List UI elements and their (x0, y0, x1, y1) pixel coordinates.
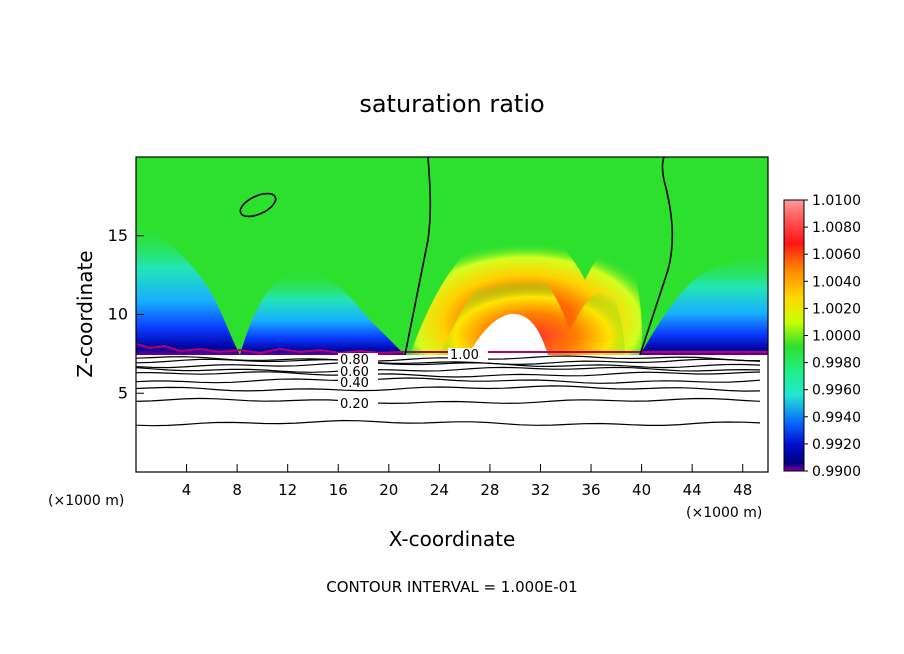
colorbar-label: 0.9920 (812, 437, 861, 453)
white-core (468, 313, 548, 355)
colorbar-label: 0.9960 (812, 383, 861, 399)
colorbar-label: 1.0000 (812, 329, 861, 345)
x-tick-label: 24 (430, 481, 449, 499)
y-tick-label: 15 (108, 226, 128, 245)
x-tick-label: 40 (632, 481, 651, 499)
boundary-line (136, 343, 768, 355)
cool-region-left (136, 220, 240, 355)
colorbar-label: 1.0040 (812, 274, 861, 290)
contour-closed-loop (239, 192, 277, 218)
x-tick-label: 48 (733, 481, 752, 499)
contour-1.00-left (404, 157, 432, 356)
cool-region-right (640, 250, 768, 355)
contour-line (136, 419, 761, 427)
label-bg-100 (448, 348, 488, 360)
x-tick-label: 8 (232, 481, 242, 499)
x-tick-label: 16 (329, 481, 348, 499)
x-axis: 4 8 12 16 20 24 28 32 36 40 44 48 (182, 464, 752, 499)
contour-line (136, 377, 761, 384)
x-tick-label: 20 (379, 481, 398, 499)
colorbar-label: 1.0080 (812, 220, 861, 236)
contour-line (136, 355, 761, 362)
label-bg-080 (338, 353, 378, 364)
label-bg-040 (338, 376, 378, 387)
cool-region-mid (240, 268, 405, 355)
x-tick-label: 4 (182, 481, 192, 499)
x-tick-label: 44 (683, 481, 702, 499)
colorbar-label: 0.9940 (812, 410, 861, 426)
contour-line (136, 397, 761, 405)
x-tick-label: 32 (531, 481, 550, 499)
x-tick-label: 28 (480, 481, 499, 499)
colorbar-label: 0.9980 (812, 356, 861, 372)
label-bg-020 (338, 396, 378, 408)
contour-label-080: 0.80 (340, 353, 369, 368)
y-axis-label: Z-coordinate (73, 250, 97, 377)
colorbar-label: 1.0100 (812, 193, 861, 209)
lower-field (136, 355, 768, 472)
contour-line (136, 371, 761, 378)
x-tick-label: 36 (581, 481, 600, 499)
contour-line (136, 385, 761, 392)
colorbar-labels: 1.0100 1.0080 1.0060 1.0040 1.0020 1.0000 0.99… (804, 193, 861, 480)
y-tick-label: 10 (108, 305, 128, 324)
x-unit-left: (×1000 m) (48, 493, 124, 509)
contour-interval-note: CONTOUR INTERVAL = 1.000E-01 (326, 578, 577, 596)
colorbar (783, 199, 805, 472)
contour-label-020: 0.20 (340, 397, 369, 412)
contour-line (136, 366, 761, 373)
chart-title: saturation ratio (359, 90, 544, 118)
y-tick-label: 5 (118, 383, 128, 402)
label-bg-060 (338, 365, 378, 376)
x-tick-label: 12 (278, 481, 297, 499)
colorbar-label: 1.0020 (812, 301, 861, 317)
contour-label-100: 1.00 (450, 348, 479, 363)
y-axis: 5 10 15 (108, 226, 144, 402)
colorbar-label: 0.9900 (812, 464, 861, 480)
contour-label-040: 0.40 (340, 376, 369, 391)
x-unit-right: (×1000 m) (686, 505, 762, 521)
plot-area: 0.80 0.60 0.40 0.20 1.00 (136, 157, 768, 472)
colorbar-label: 1.0060 (812, 247, 861, 263)
contour-1.00-right (639, 157, 674, 356)
contour-line (136, 361, 761, 369)
x-axis-label: X-coordinate (389, 527, 516, 551)
contour-lines (136, 355, 761, 427)
